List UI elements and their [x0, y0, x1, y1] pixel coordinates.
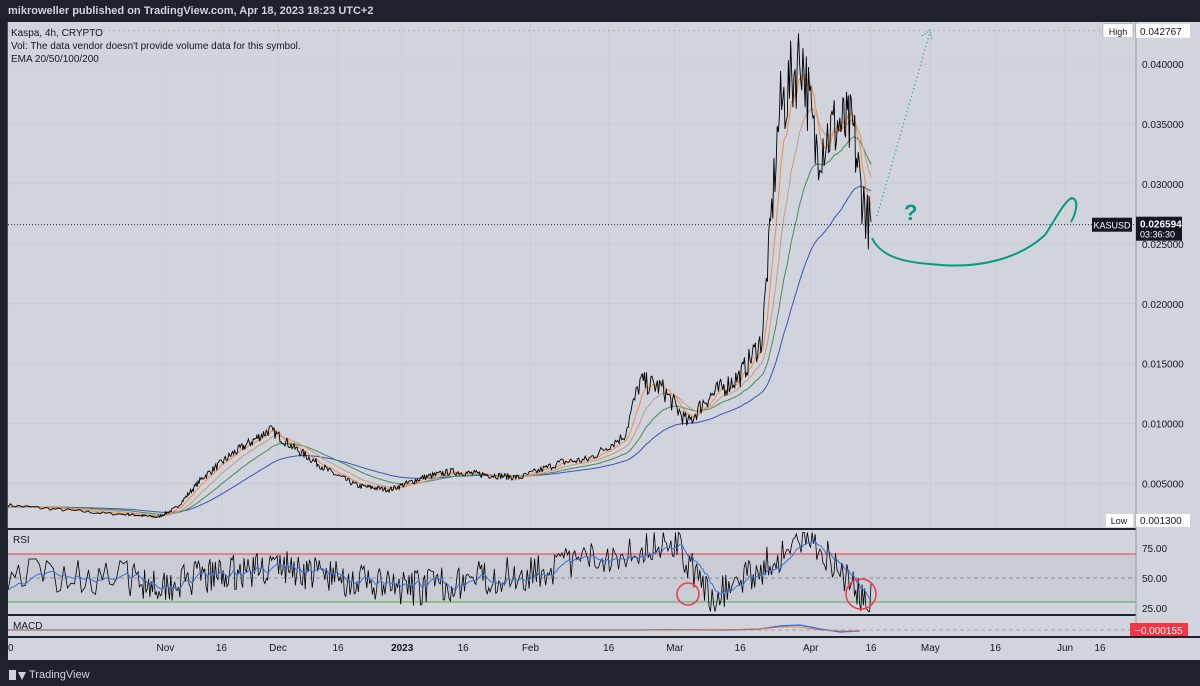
time-tick-label: 16: [990, 643, 1002, 654]
high-value-label: 0.042767: [1140, 27, 1182, 38]
last-price-label: 0.026594: [1140, 220, 1182, 231]
ema100-line: [7, 135, 872, 515]
countdown-label: 03:36:30: [1140, 230, 1175, 240]
ema200-line: [8, 185, 872, 513]
price-tick-label: 0.020000: [1142, 300, 1184, 311]
rsi-title: RSI: [13, 535, 30, 546]
ema-label: EMA 20/50/100/200: [11, 54, 99, 65]
time-axis[interactable]: 10 Nov 16 Dec 16 2023 16 Feb 16 Mar 16 Apr 16 May 16 Ju…: [2, 636, 1200, 660]
time-tick-label: 16: [216, 643, 228, 654]
price-tick-label: 0.005000: [1142, 480, 1184, 491]
price-line: [7, 33, 872, 519]
symbol-title: Kaspa, 4h, CRYPTO: [11, 28, 103, 39]
price-plot-area: [8, 22, 1136, 528]
low-tag: [1106, 514, 1133, 527]
oversold-circle-march: [676, 582, 700, 606]
macd-value-tag: [1130, 623, 1188, 637]
ema20-line: [7, 74, 872, 518]
low-value-box: [1136, 514, 1190, 527]
time-tick-label: Nov: [156, 643, 174, 654]
time-tick-label: Jun: [1057, 643, 1073, 654]
macd-panel[interactable]: MACD: [8, 614, 1200, 636]
rsi-line: [7, 531, 872, 612]
time-tick-label: Mar: [666, 643, 684, 654]
high-tag-label: High: [1109, 27, 1128, 37]
price-tick-label: 0.025000: [1142, 240, 1184, 251]
low-tag-label: Low: [1111, 516, 1128, 526]
time-tick-label: Feb: [522, 643, 540, 654]
low-value-label: 0.001300: [1140, 516, 1182, 527]
price-tick-label: 0.035000: [1142, 120, 1184, 131]
symbol-tag: [1092, 217, 1132, 232]
price-tick-label: 0.010000: [1142, 420, 1184, 431]
rsi-ma-line: [7, 540, 872, 600]
rsi-tick-label: 75.00: [1142, 544, 1167, 555]
time-tick-label: 10: [2, 643, 14, 654]
time-tick-label: 16: [865, 643, 877, 654]
macd-plot-area: [8, 616, 1136, 636]
high-tag: [1102, 23, 1134, 39]
time-tick-label: 16: [458, 643, 470, 654]
time-tick-label: 2023: [391, 643, 414, 654]
time-tick-label: 16: [1094, 643, 1106, 654]
time-tick-label: Dec: [269, 643, 287, 654]
published-text: mikroweller published on TradingView.com…: [8, 5, 374, 17]
price-tick-label: 0.015000: [1142, 360, 1184, 371]
price-axis-bg: [1136, 22, 1200, 636]
macd-signal-line: [8, 626, 860, 632]
rsi-panel[interactable]: RSI: [7, 528, 1200, 614]
price-axis[interactable]: 0.005000 0.010000 0.015000 0.020000 0.025000…: [1130, 22, 1200, 637]
price-tick-label: 0.030000: [1142, 180, 1184, 191]
high-value-box: [1136, 23, 1190, 38]
volume-note: Vol: The data vendor doesn't provide vol…: [11, 41, 301, 52]
question-mark-annotation: ?: [904, 200, 917, 225]
rsi-tick-label: 25.00: [1142, 604, 1167, 615]
time-tick-label: 16: [603, 643, 615, 654]
chart-legend: Kaspa, 4h, CRYPTO Vol: The data vendor d…: [11, 27, 301, 66]
time-tick-label: 16: [735, 643, 747, 654]
projection-arrowhead: [921, 28, 933, 41]
tradingview-logo[interactable]: TradingView: [9, 667, 90, 683]
last-price-tag: [1136, 216, 1182, 241]
projection-curve: [871, 196, 1078, 267]
macd-value-label: −0.000155: [1135, 626, 1183, 637]
rsi-tick-label: 50.00: [1142, 574, 1167, 585]
macd-title: MACD: [13, 621, 42, 632]
symbol-tag-label: KASUSD: [1093, 221, 1131, 231]
price-panel[interactable]: KASUSD High Low?: [7, 22, 1136, 528]
chart-canvas[interactable]: KASUSD High Low? RSI MACD 0.005000 0.010000…: [0, 22, 1200, 686]
publish-header: mikroweller published on TradingView.com…: [0, 0, 1200, 22]
time-tick-label: 16: [332, 643, 344, 654]
price-tick-label: 0.040000: [1142, 60, 1184, 71]
time-axis-bg: [8, 638, 1200, 660]
oversold-circle-april: [845, 578, 877, 610]
tradingview-logo-icon: [9, 670, 26, 680]
brand-text: TradingView: [29, 669, 90, 681]
time-tick-label: Apr: [803, 643, 819, 654]
time-tick-label: May: [921, 643, 940, 654]
